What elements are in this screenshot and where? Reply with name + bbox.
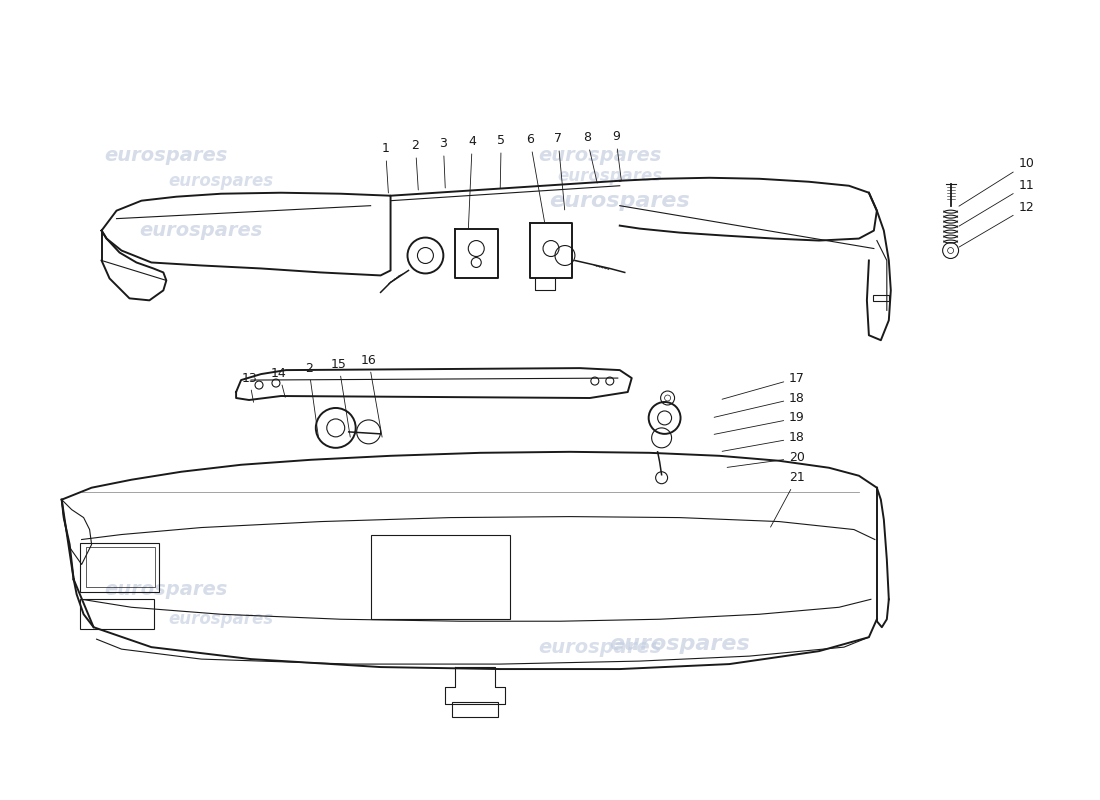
Text: eurospares: eurospares (549, 190, 690, 210)
Text: 4: 4 (469, 135, 476, 228)
Text: 1: 1 (382, 142, 389, 193)
Text: 14: 14 (271, 366, 287, 398)
Text: eurospares: eurospares (140, 221, 263, 240)
Text: 7: 7 (554, 133, 564, 210)
Text: 9: 9 (612, 130, 621, 181)
Text: eurospares: eurospares (104, 580, 228, 599)
Text: 21: 21 (771, 471, 805, 527)
Text: 20: 20 (727, 451, 805, 467)
Text: 8: 8 (583, 131, 597, 183)
Text: 11: 11 (959, 179, 1034, 226)
Text: 18: 18 (714, 391, 805, 418)
Text: 10: 10 (959, 158, 1034, 206)
Bar (79, 542, 160, 592)
Text: 19: 19 (714, 411, 805, 434)
Text: 3: 3 (439, 138, 448, 188)
Text: eurospares: eurospares (609, 634, 750, 654)
Text: 2: 2 (411, 139, 419, 190)
Bar (86, 547, 155, 587)
Text: 6: 6 (526, 134, 544, 222)
Text: eurospares: eurospares (168, 172, 274, 190)
Text: 17: 17 (722, 371, 805, 399)
Text: 5: 5 (497, 134, 505, 188)
Bar (873, 295, 889, 302)
Text: 2: 2 (305, 362, 318, 437)
Bar (79, 599, 154, 630)
Text: eurospares: eurospares (168, 610, 274, 628)
Text: 13: 13 (241, 371, 257, 402)
Text: 15: 15 (331, 358, 350, 437)
Text: eurospares: eurospares (538, 638, 661, 657)
Text: 12: 12 (959, 201, 1034, 247)
Text: eurospares: eurospares (558, 166, 662, 185)
Text: 16: 16 (361, 354, 382, 437)
Text: eurospares: eurospares (104, 146, 228, 166)
Text: 18: 18 (722, 431, 805, 451)
Bar (452, 702, 498, 717)
Text: eurospares: eurospares (538, 146, 661, 166)
Bar (371, 534, 510, 619)
